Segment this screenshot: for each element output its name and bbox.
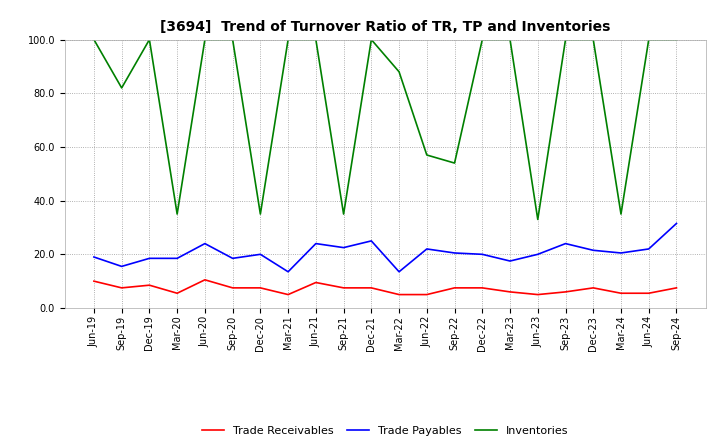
Title: [3694]  Trend of Turnover Ratio of TR, TP and Inventories: [3694] Trend of Turnover Ratio of TR, TP… [160,20,611,34]
Trade Receivables [228,285,237,290]
Trade Payables [256,252,265,257]
Inventories [395,69,403,74]
Trade Receivables [89,279,98,284]
Trade Receivables [284,292,292,297]
Trade Receivables [256,285,265,290]
Inventories [534,217,542,222]
Trade Receivables [672,285,681,290]
Trade Payables [201,241,210,246]
Inventories [672,37,681,42]
Inventories [173,211,181,216]
Trade Payables [505,258,514,264]
Inventories [201,37,210,42]
Trade Payables [117,264,126,269]
Trade Receivables [450,285,459,290]
Inventories [561,37,570,42]
Inventories [616,211,625,216]
Trade Receivables [616,290,625,296]
Legend: Trade Receivables, Trade Payables, Inventories: Trade Receivables, Trade Payables, Inven… [202,426,569,436]
Trade Receivables [534,292,542,297]
Trade Payables [450,250,459,256]
Inventories [89,37,98,42]
Trade Receivables [644,290,653,296]
Trade Payables [644,246,653,252]
Inventories [423,152,431,158]
Line: Trade Payables: Trade Payables [94,224,677,272]
Trade Payables [284,269,292,275]
Trade Receivables [201,277,210,282]
Trade Payables [89,254,98,260]
Inventories [450,161,459,166]
Trade Payables [367,238,376,244]
Inventories [644,37,653,42]
Line: Trade Receivables: Trade Receivables [94,280,677,295]
Trade Payables [616,250,625,256]
Inventories [367,37,376,42]
Trade Payables [145,256,154,261]
Inventories [145,37,154,42]
Trade Payables [339,245,348,250]
Inventories [284,37,292,42]
Trade Payables [478,252,487,257]
Trade Receivables [589,285,598,290]
Inventories [505,37,514,42]
Trade Receivables [173,290,181,296]
Trade Receivables [561,289,570,294]
Trade Receivables [339,285,348,290]
Trade Payables [561,241,570,246]
Trade Receivables [478,285,487,290]
Trade Receivables [312,280,320,285]
Trade Payables [173,256,181,261]
Inventories [256,211,265,216]
Inventories [117,85,126,91]
Trade Receivables [117,285,126,290]
Trade Payables [228,256,237,261]
Line: Inventories: Inventories [94,40,677,220]
Inventories [589,37,598,42]
Trade Receivables [505,289,514,294]
Trade Payables [312,241,320,246]
Trade Payables [534,252,542,257]
Inventories [339,211,348,216]
Inventories [478,37,487,42]
Inventories [228,37,237,42]
Trade Payables [672,221,681,226]
Trade Receivables [395,292,403,297]
Trade Receivables [367,285,376,290]
Trade Receivables [423,292,431,297]
Trade Payables [589,248,598,253]
Inventories [312,37,320,42]
Trade Payables [423,246,431,252]
Trade Receivables [145,282,154,288]
Trade Payables [395,269,403,275]
